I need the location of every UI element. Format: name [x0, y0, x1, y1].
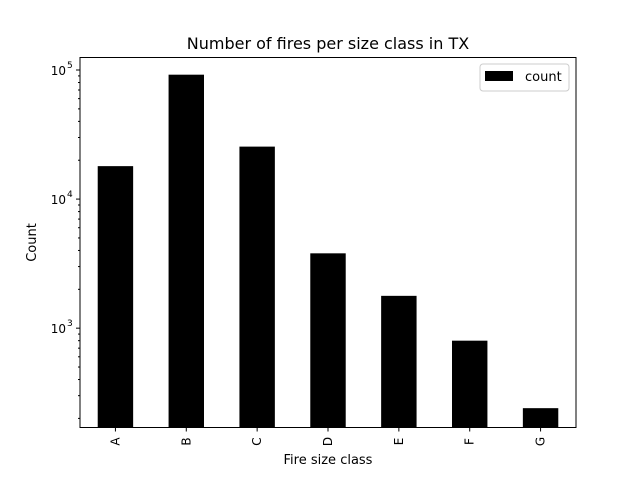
- legend-label: count: [525, 70, 562, 85]
- x-tick-label-A: A: [108, 437, 122, 446]
- bars-group: [97, 74, 559, 428]
- y-tick-label-4: 10: [51, 193, 66, 207]
- legend-swatch: [485, 71, 513, 81]
- bar-B: [168, 74, 204, 428]
- chart-title: Number of fires per size class in TX: [187, 34, 469, 53]
- x-tick-label-G: G: [534, 437, 548, 446]
- x-tick-label-B: B: [179, 437, 193, 445]
- x-tick-label-E: E: [392, 438, 406, 446]
- bar-C: [239, 146, 275, 428]
- bar-G: [522, 408, 559, 428]
- x-tick-label-C: C: [250, 437, 264, 445]
- bar-E: [381, 295, 417, 428]
- plot-frame: [79, 57, 577, 428]
- y-tick-exponent-5: 5: [67, 61, 73, 71]
- y-tick-label-3: 10: [51, 322, 66, 336]
- bar-A: [97, 166, 134, 428]
- y-tick-exponent-3: 3: [67, 319, 73, 329]
- legend-box: [479, 63, 570, 92]
- y-axis-label: Count: [25, 223, 40, 262]
- bar-F: [452, 340, 488, 428]
- y-tick-exponent-4: 4: [67, 190, 73, 200]
- y-tick-label-5: 10: [51, 64, 66, 78]
- x-ticks-group: A B C D E F G: [108, 427, 548, 446]
- x-tick-label-D: D: [321, 437, 335, 446]
- bar-D: [310, 253, 346, 428]
- x-axis-label: Fire size class: [284, 453, 373, 468]
- legend: count: [479, 63, 570, 92]
- x-tick-label-F: F: [463, 438, 477, 445]
